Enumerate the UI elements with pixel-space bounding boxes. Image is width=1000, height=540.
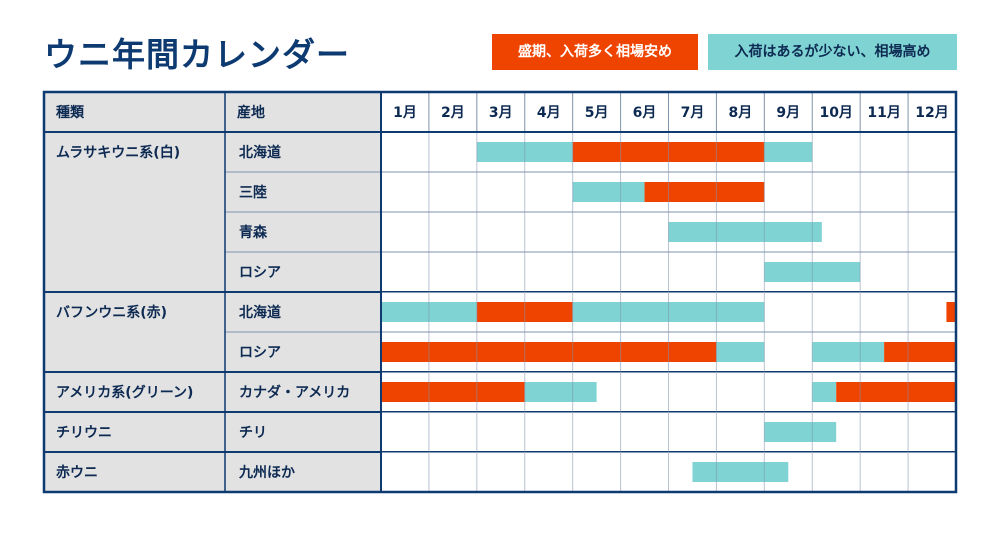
- bar-peak: [644, 182, 765, 202]
- month-label: 11月: [867, 105, 900, 121]
- bar-peak: [946, 302, 956, 322]
- month-label: 2月: [441, 105, 465, 121]
- bar-peak: [884, 342, 956, 362]
- bar-arrival: [668, 222, 822, 242]
- bar-peak: [381, 342, 717, 362]
- bar-arrival: [716, 342, 765, 362]
- kind-label: ムラサキウニ系(白): [56, 144, 180, 161]
- origin-label: カナダ・アメリカ: [239, 384, 350, 401]
- origin-label: チリ: [239, 425, 267, 441]
- bar-arrival: [692, 462, 789, 482]
- month-label: 5月: [585, 105, 609, 121]
- origin-label: 三陸: [239, 184, 267, 201]
- legend-arrival: 入荷はあるが少ない、相場高め: [708, 34, 957, 70]
- origin-label: 北海道: [239, 304, 281, 321]
- month-label: 12月: [915, 105, 948, 121]
- header-origin: 産地: [237, 104, 265, 121]
- month-label: 4月: [537, 105, 561, 121]
- bar-peak: [836, 382, 956, 402]
- legend-peak: 盛期、入荷多く相場安め: [492, 34, 698, 70]
- kind-label: 赤ウニ: [56, 465, 98, 481]
- month-label: 7月: [681, 105, 705, 121]
- month-label: 10月: [819, 105, 852, 121]
- bar-arrival: [524, 382, 597, 402]
- origin-label: 北海道: [239, 144, 281, 161]
- header-kind: 種類: [56, 104, 85, 121]
- kind-label: チリウニ: [56, 425, 112, 441]
- kind-label: バフンウニ系(赤): [56, 304, 167, 321]
- page-title: ウニ年間カレンダー: [44, 35, 350, 74]
- origin-label: ロシア: [239, 265, 281, 281]
- table-border: [42, 90, 958, 494]
- bar-arrival: [812, 342, 885, 362]
- bar-arrival: [572, 182, 645, 202]
- bar-peak: [381, 382, 525, 402]
- month-label: 9月: [776, 105, 800, 121]
- month-label: 1月: [393, 105, 417, 121]
- month-label: 3月: [489, 105, 513, 121]
- bar-arrival: [764, 422, 837, 442]
- origin-label: 青森: [239, 224, 268, 241]
- kind-label: アメリカ系(グリーン): [56, 384, 193, 401]
- origin-label: 九州ほか: [238, 465, 295, 481]
- origin-label: ロシア: [239, 345, 281, 361]
- month-label: 8月: [729, 105, 753, 121]
- bar-arrival: [812, 382, 837, 402]
- month-label: 6月: [633, 105, 657, 121]
- bar-arrival: [764, 142, 813, 162]
